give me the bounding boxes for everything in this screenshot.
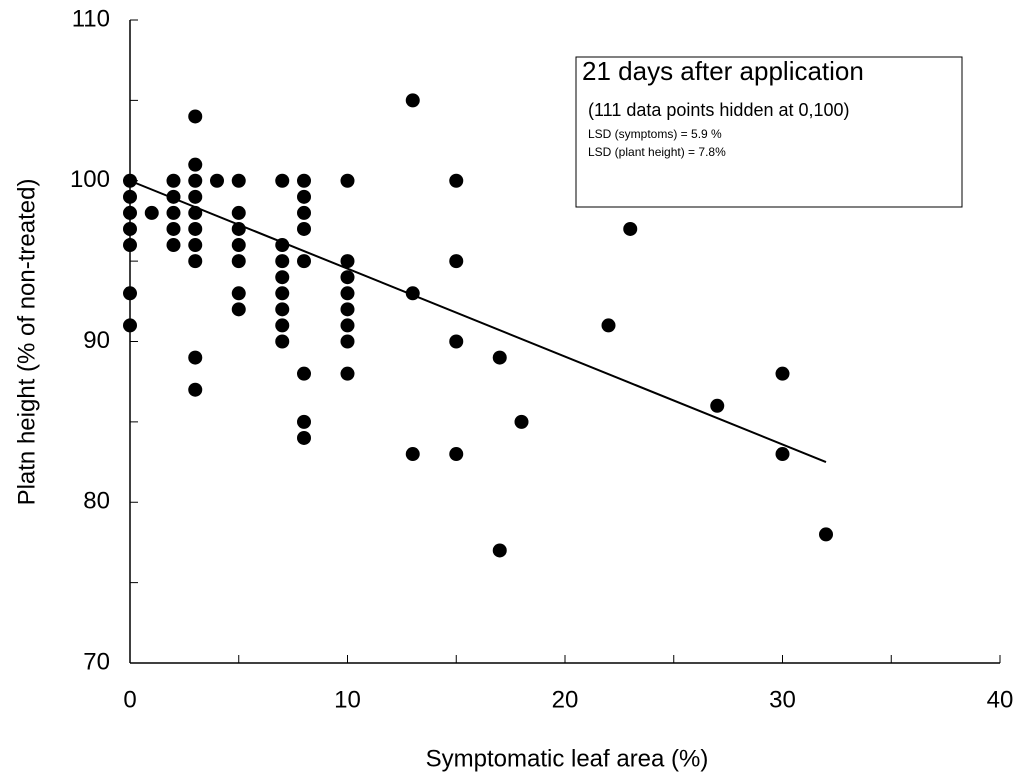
point	[231, 173, 246, 188]
point	[340, 334, 355, 349]
point	[340, 286, 355, 301]
point	[231, 302, 246, 317]
point	[166, 173, 181, 188]
point	[188, 221, 203, 236]
point	[514, 414, 529, 429]
point	[188, 157, 203, 172]
point	[297, 430, 311, 445]
point	[297, 205, 311, 220]
annotation-line: LSD (symptoms) = 5.9 %	[588, 127, 722, 141]
point	[405, 93, 420, 108]
point	[492, 543, 507, 558]
point	[188, 109, 203, 124]
y-tick-label: 110	[72, 5, 110, 32]
annotation-line: (111 data points hidden at 0,100)	[588, 100, 850, 120]
point	[231, 254, 246, 269]
point	[188, 238, 203, 253]
point	[449, 334, 464, 349]
point	[340, 270, 355, 285]
x-tick-label: 40	[987, 686, 1014, 713]
point	[188, 189, 203, 204]
point	[166, 238, 181, 253]
point	[710, 398, 725, 413]
point	[297, 414, 311, 429]
point	[188, 254, 203, 269]
point	[188, 350, 203, 365]
point	[405, 447, 420, 462]
y-tick-label: 90	[83, 327, 110, 354]
x-tick-label: 20	[552, 686, 579, 713]
point	[231, 238, 246, 253]
x-tick-label: 10	[334, 686, 361, 713]
point	[449, 254, 464, 269]
point	[275, 270, 290, 285]
point	[123, 189, 137, 204]
point	[297, 366, 311, 381]
point	[775, 447, 790, 462]
point	[166, 221, 181, 236]
point	[123, 286, 137, 301]
point	[123, 318, 137, 333]
point	[210, 173, 224, 188]
point	[340, 302, 355, 317]
point	[166, 205, 181, 220]
point	[819, 527, 833, 542]
point	[275, 318, 290, 333]
point	[275, 286, 290, 301]
point	[231, 286, 246, 301]
trendline	[129, 179, 827, 463]
point	[449, 173, 464, 188]
point	[340, 318, 355, 333]
point	[340, 366, 355, 381]
point	[297, 221, 311, 236]
point	[297, 189, 311, 204]
point	[275, 334, 290, 349]
point	[123, 205, 137, 220]
point	[623, 221, 638, 236]
point	[340, 173, 355, 188]
point	[188, 173, 203, 188]
point	[601, 318, 616, 333]
x-tick-label: 30	[769, 686, 796, 713]
point	[340, 254, 355, 269]
y-axis-label: Platn height (% of non-treated)	[13, 179, 40, 506]
y-tick-label: 100	[70, 166, 110, 193]
point	[231, 205, 246, 220]
point	[775, 366, 790, 381]
point	[492, 350, 507, 365]
point	[275, 173, 290, 188]
point	[297, 254, 311, 269]
y-tick-label: 80	[83, 488, 110, 515]
point	[449, 447, 464, 462]
annotation-line: LSD (plant height) = 7.8%	[588, 145, 726, 159]
point	[188, 382, 203, 397]
point	[275, 254, 290, 269]
y-tick-label: 70	[83, 648, 110, 675]
point	[297, 173, 311, 188]
point	[123, 238, 137, 253]
x-axis-label: Symptomatic leaf area (%)	[426, 745, 709, 772]
point	[123, 221, 137, 236]
x-tick-label: 0	[123, 686, 136, 713]
annotation-box	[575, 56, 963, 208]
annotation-title: 21 days after application	[582, 56, 864, 86]
point	[275, 302, 290, 317]
point	[144, 205, 159, 220]
